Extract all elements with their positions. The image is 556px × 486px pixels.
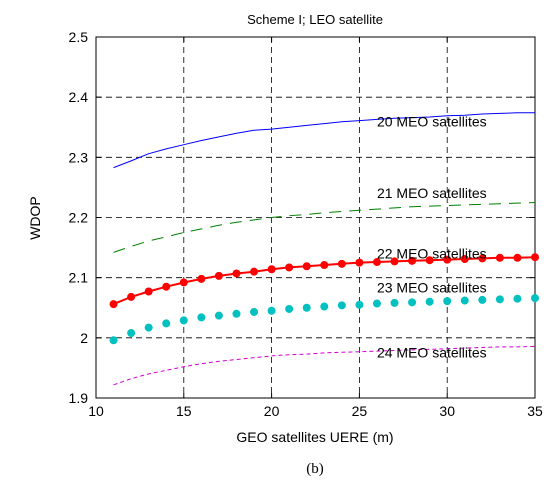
x-axis-label: GEO satellites UERE (m) xyxy=(236,429,393,445)
series-point xyxy=(391,299,399,307)
series-point xyxy=(180,316,188,324)
series-point xyxy=(285,305,293,313)
series-point xyxy=(268,307,276,315)
y-tick-label: 1.9 xyxy=(69,390,89,406)
series-point xyxy=(250,308,258,316)
series-point xyxy=(426,298,434,306)
series-label: 23 MEO satellites xyxy=(377,280,487,296)
series-point xyxy=(355,259,363,267)
series-point xyxy=(373,300,381,308)
series-point xyxy=(145,324,153,332)
x-tick-label: 30 xyxy=(439,403,455,419)
series-point xyxy=(215,312,223,320)
series-point xyxy=(232,269,240,277)
series-point xyxy=(127,293,135,301)
series-point xyxy=(478,296,486,304)
x-tick-label: 35 xyxy=(527,403,543,419)
series-point xyxy=(285,263,293,271)
series-point xyxy=(145,288,153,296)
series-point xyxy=(320,261,328,269)
series-point xyxy=(110,336,118,344)
series-point xyxy=(355,301,363,309)
series-label: 20 MEO satellites xyxy=(377,114,487,130)
series-point xyxy=(531,253,539,261)
series-label: 24 MEO satellites xyxy=(377,345,487,361)
series-point xyxy=(496,295,504,303)
series-point xyxy=(338,260,346,268)
x-tick-label: 10 xyxy=(88,403,104,419)
series-label: 22 MEO satellites xyxy=(377,245,487,261)
series-point xyxy=(215,272,223,280)
series-point xyxy=(232,310,240,318)
series-point xyxy=(250,268,258,276)
series-point xyxy=(110,300,118,308)
series-point xyxy=(303,262,311,270)
x-tick-label: 20 xyxy=(264,403,280,419)
series-point xyxy=(496,254,504,262)
y-tick-label: 2.5 xyxy=(69,29,89,45)
chart-title: Scheme I; LEO satellite xyxy=(247,12,383,27)
series-point xyxy=(338,301,346,309)
y-tick-label: 2.4 xyxy=(69,89,89,105)
x-tick-label: 15 xyxy=(176,403,192,419)
y-axis-label: WDOP xyxy=(27,196,43,240)
y-tick-label: 2 xyxy=(80,330,88,346)
series-point xyxy=(303,304,311,312)
series-point xyxy=(268,265,276,273)
figure-caption: (b) xyxy=(306,461,324,477)
series-point xyxy=(531,294,539,302)
x-tick-label: 25 xyxy=(352,403,368,419)
series-point xyxy=(513,295,521,303)
plot-area: 10 15 20 25 30 35 1.9 2 2.1 2.2 2.3 2.4 2.5 20 MEO sa… xyxy=(69,29,543,419)
series-point xyxy=(197,275,205,283)
series-point xyxy=(127,329,135,337)
series-point xyxy=(162,283,170,291)
y-tick-label: 2.3 xyxy=(69,149,89,165)
y-tick-label: 2.2 xyxy=(69,210,89,226)
series-point xyxy=(443,297,451,305)
series-point xyxy=(320,303,328,311)
series-point xyxy=(162,319,170,327)
series-point xyxy=(408,298,416,306)
series-label: 21 MEO satellites xyxy=(377,185,487,201)
series-point xyxy=(197,313,205,321)
series-point xyxy=(461,297,469,305)
y-tick-label: 2.1 xyxy=(69,270,89,286)
series-point xyxy=(180,278,188,286)
series-point xyxy=(513,254,521,262)
